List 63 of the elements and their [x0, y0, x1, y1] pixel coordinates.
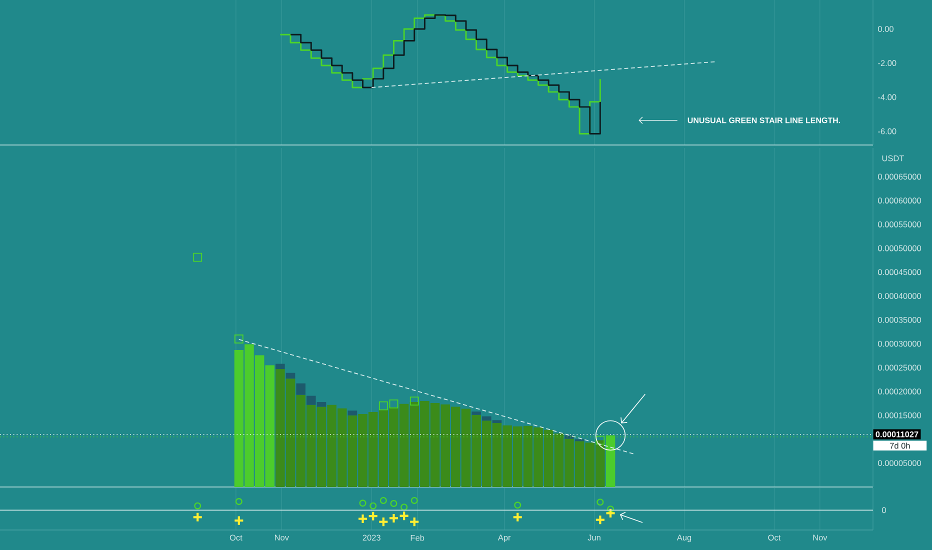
y-tick-label: 0.00035000: [878, 316, 922, 323]
bar: [286, 372, 296, 379]
point: [596, 498, 604, 506]
point: [512, 512, 523, 522]
x-tick-label: Nov: [274, 534, 289, 540]
point: [514, 502, 522, 509]
point: [378, 516, 389, 528]
y-tick-label: 0.00015000: [878, 412, 922, 418]
y-tick-label: 0.00065000: [878, 174, 922, 180]
point: [235, 498, 242, 506]
bar: [276, 364, 285, 370]
point: [234, 515, 244, 526]
point: [378, 401, 388, 410]
point: [370, 502, 377, 510]
annotation: UNUSUAL GREEN STAIR LINE LENGTH.: [688, 118, 840, 124]
x-tick-label: Oct: [230, 534, 242, 541]
x-tick-label: Aug: [676, 534, 692, 542]
y-tick-label: 0.00005000: [878, 460, 922, 466]
point: [357, 513, 368, 524]
y-tick-label: 0.00050000: [878, 245, 922, 252]
point: [380, 496, 387, 504]
bar: [472, 412, 481, 415]
text: 7d 0h: [890, 442, 910, 449]
bar: [348, 410, 358, 416]
ref-line-label: 0.00011027: [876, 431, 918, 438]
y-tick-label: 0.00030000: [878, 340, 922, 347]
point: [359, 500, 366, 507]
point: [368, 510, 378, 522]
x-tick-label: Jun: [588, 534, 600, 540]
point: [389, 399, 398, 408]
y-tick-label: 0.00025000: [878, 364, 922, 371]
point: [194, 502, 202, 510]
point: [192, 512, 203, 522]
y-tick-label: 0.00045000: [878, 269, 922, 276]
y-axis-title: USDT: [882, 155, 904, 162]
x-tick-label: Feb: [410, 534, 424, 541]
x-tick-label: Apr: [498, 534, 511, 542]
point: [594, 514, 606, 526]
point: [410, 496, 418, 504]
point: [398, 510, 410, 522]
y-tick-label: 0.00020000: [878, 388, 922, 394]
y-tick-label: -2.00: [878, 60, 896, 66]
point: [390, 500, 398, 508]
y-tick-label: -6.00: [878, 128, 896, 134]
y-tick-label: 0.00055000: [878, 221, 922, 228]
y-tick-label: 0.00040000: [878, 293, 922, 299]
x-tick-label: Nov: [813, 534, 828, 540]
point: [234, 334, 244, 344]
x-tick-label: 2023: [362, 534, 380, 541]
bar: [296, 383, 306, 395]
y-tick-label: 0.00: [878, 26, 894, 32]
y-tick-label: -4.00: [878, 94, 896, 100]
y-tick-label: 0.00060000: [878, 198, 922, 204]
x-tick-label: Oct: [768, 534, 781, 541]
point: [409, 516, 420, 528]
point: [606, 506, 614, 513]
point: [400, 504, 408, 511]
point: [193, 252, 202, 262]
point: [596, 436, 605, 445]
text: 0: [882, 507, 886, 514]
point: [388, 512, 400, 524]
point: [410, 396, 419, 406]
point: [605, 508, 616, 519]
